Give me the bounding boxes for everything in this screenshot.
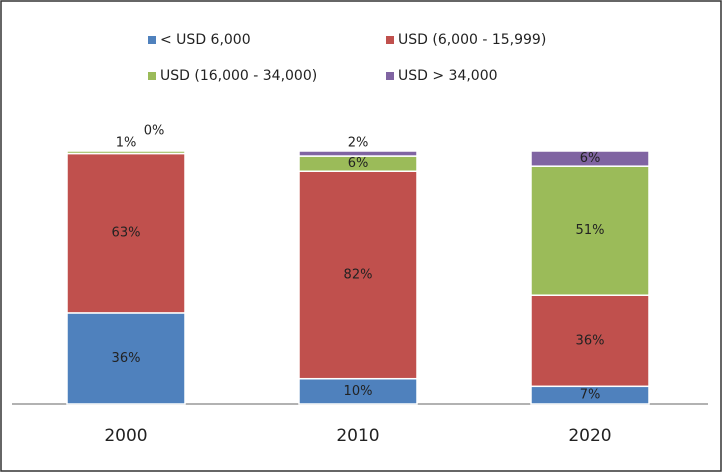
legend-label: < USD 6,000 [160, 32, 251, 48]
legend-swatch [386, 36, 394, 44]
bar-segment [530, 165, 650, 296]
bar-segment [298, 377, 418, 405]
value-label: 1% [116, 136, 137, 151]
legend-label: USD (16,000 - 34,000) [160, 68, 317, 84]
value-label: 6% [348, 156, 369, 171]
value-label: 36% [576, 333, 605, 348]
bar-segment [530, 294, 650, 388]
bar-segment [298, 150, 418, 157]
bar-segment [66, 150, 186, 155]
legend-swatch [148, 72, 156, 80]
x-tick-label: 2010 [336, 426, 379, 446]
x-tick-label: 2020 [568, 426, 611, 446]
legend-swatch [148, 36, 156, 44]
value-label: 0% [144, 124, 165, 139]
bar-segment [66, 312, 186, 405]
bar-segment [530, 150, 650, 167]
legend-label: USD (6,000 - 15,999) [398, 32, 546, 48]
value-label: 82% [344, 267, 373, 282]
value-label: 36% [112, 351, 141, 366]
bar-segment [298, 170, 418, 380]
legend-swatch [386, 72, 394, 80]
x-tick-label: 2000 [104, 426, 147, 446]
value-label: 7% [580, 388, 601, 403]
value-label: 51% [576, 223, 605, 238]
legend-label: USD > 34,000 [398, 68, 498, 84]
value-label: 10% [344, 384, 373, 399]
value-label: 6% [580, 151, 601, 166]
value-label: 2% [348, 136, 369, 151]
value-label: 63% [112, 226, 141, 241]
